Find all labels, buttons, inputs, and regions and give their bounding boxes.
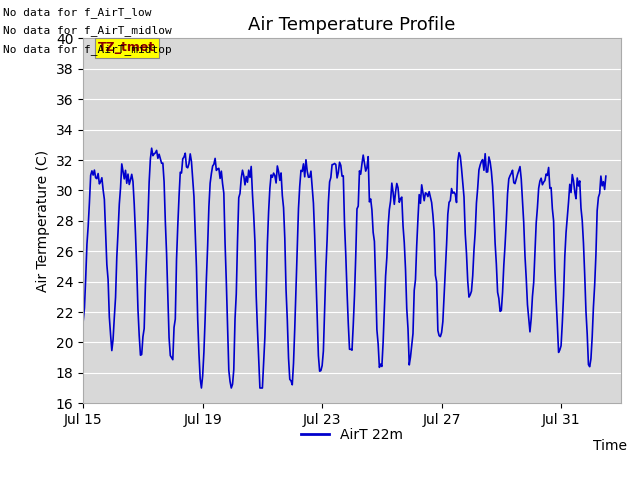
- Text: No data for f_AirT_midlow: No data for f_AirT_midlow: [3, 25, 172, 36]
- Y-axis label: Air Termperature (C): Air Termperature (C): [36, 150, 50, 292]
- Text: No data for f_AirT_low: No data for f_AirT_low: [3, 7, 152, 18]
- Text: No data for f_AirT_midtop: No data for f_AirT_midtop: [3, 44, 172, 55]
- Text: Time: Time: [593, 439, 627, 453]
- Legend: AirT 22m: AirT 22m: [296, 422, 408, 447]
- Text: TZ_tmet: TZ_tmet: [98, 41, 156, 54]
- Title: Air Temperature Profile: Air Temperature Profile: [248, 16, 456, 34]
